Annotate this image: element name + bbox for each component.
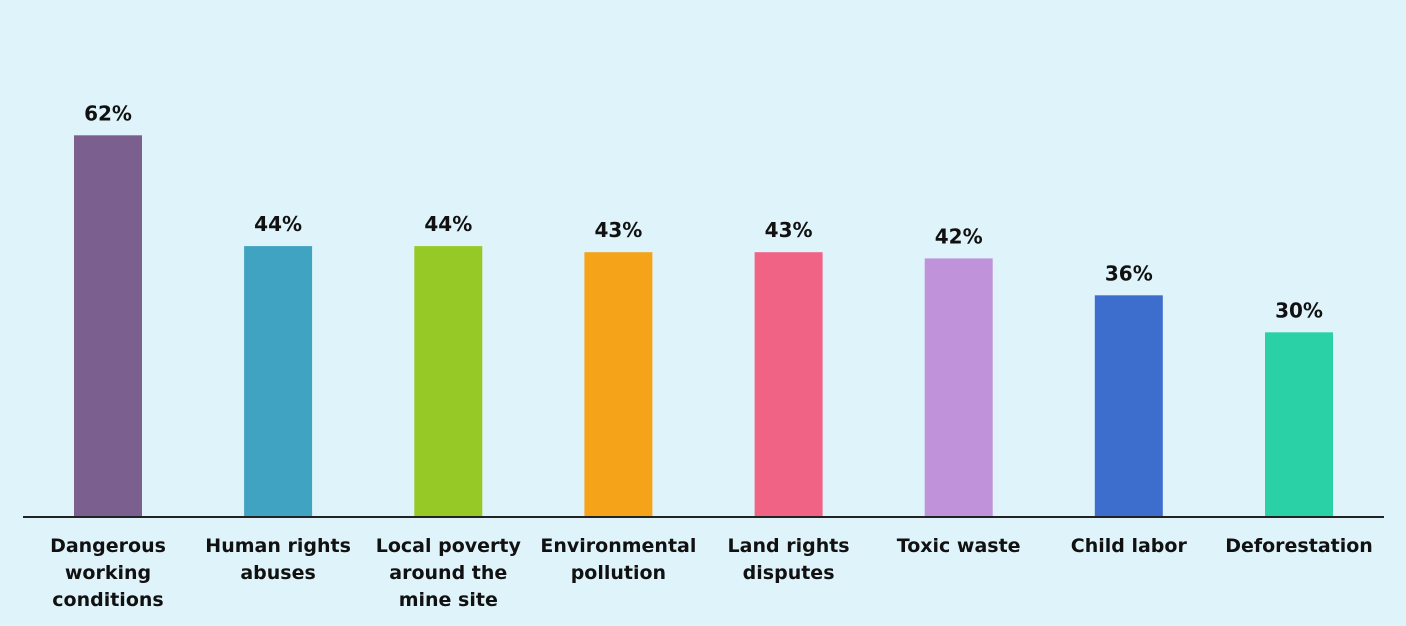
bar-value-label-5: 42% — [935, 224, 983, 248]
category-label-4: Land rights disputes — [727, 535, 850, 584]
category-label-1: Human rights abuses — [205, 535, 351, 584]
bar-value-label-0: 62% — [84, 101, 132, 125]
bar-value-label-6: 36% — [1105, 261, 1153, 285]
bar-6 — [1094, 295, 1163, 517]
category-label-6: Child labor — [1070, 535, 1187, 557]
bar-0 — [74, 135, 142, 518]
bar-1 — [244, 246, 313, 517]
category-label-0: Dangerous working conditions — [50, 535, 166, 611]
bar-value-label-3: 43% — [594, 218, 642, 242]
category-label-3: Environmental pollution — [540, 535, 697, 584]
category-label-7: Deforestation — [1225, 535, 1373, 557]
bar-value-label-4: 43% — [765, 218, 813, 242]
category-label-2: Local poverty around the mine site — [375, 535, 521, 611]
bar-7 — [1265, 332, 1333, 517]
bar-value-label-1: 44% — [254, 212, 302, 236]
bar-value-label-7: 30% — [1275, 298, 1323, 322]
bar-3 — [584, 252, 653, 517]
bar-5 — [924, 258, 993, 517]
bar-2 — [414, 246, 483, 517]
category-label-5: Toxic waste — [896, 535, 1021, 557]
bar-value-label-2: 44% — [424, 212, 472, 236]
bar-4 — [754, 252, 823, 517]
